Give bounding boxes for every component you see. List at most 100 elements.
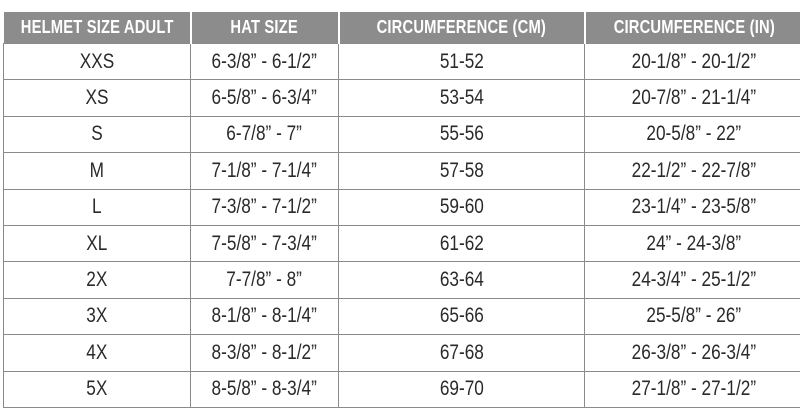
cell-text: 7-5/8” - 7-3/4” [212, 232, 317, 256]
table-row: 4X 8-3/8” - 8-1/2” 67-68 26-3/8” - 26-3/4” [4, 335, 800, 371]
cell-text: S [91, 122, 102, 146]
cell-text: 27-1/8” - 27-1/2” [632, 377, 756, 401]
hat-size-cell: 7-1/8” - 7-1/4” [191, 153, 339, 189]
circumference-in-cell: 27-1/8” - 27-1/2” [585, 371, 800, 407]
cell-text: 5X [86, 377, 107, 401]
hat-size-cell: 8-5/8” - 8-3/4” [191, 371, 339, 407]
circumference-cm-cell: 55-56 [339, 116, 585, 152]
hat-size-cell: 6-5/8” - 6-3/4” [191, 80, 339, 116]
hat-size-cell: 8-1/8” - 8-1/4” [191, 298, 339, 334]
circumference-in-cell: 22-1/2” - 22-7/8” [585, 153, 800, 189]
hat-size-cell: 6-3/8” - 6-1/2” [191, 44, 339, 80]
circumference-cm-cell: 51-52 [339, 44, 585, 80]
header-circumference-cm: CIRCUMFERENCE (CM) [339, 12, 585, 44]
header-label: CIRCUMFERENCE (IN) [613, 17, 774, 38]
header-row: HELMET SIZE ADULT HAT SIZE CIRCUMFERENCE… [4, 12, 800, 44]
cell-text: 69-70 [439, 377, 483, 401]
hat-size-cell: 6-7/8” - 7” [191, 116, 339, 152]
cell-text: 6-3/8” - 6-1/2” [212, 50, 317, 74]
cell-text: 20-5/8” - 22” [647, 122, 742, 146]
cell-text: 8-1/8” - 8-1/4” [212, 304, 317, 328]
hat-size-cell: 7-5/8” - 7-3/4” [191, 225, 339, 261]
hat-size-cell: 7-7/8” - 8” [191, 262, 339, 298]
cell-text: M [90, 159, 104, 183]
header-helmet-size: HELMET SIZE ADULT [4, 12, 191, 44]
cell-text: 24” - 24-3/8” [647, 232, 742, 256]
cell-text: 55-56 [439, 122, 483, 146]
helmet-size-cell: M [4, 153, 191, 189]
circumference-in-cell: 24” - 24-3/8” [585, 225, 800, 261]
cell-text: 57-58 [439, 159, 483, 183]
circumference-in-cell: 20-5/8” - 22” [585, 116, 800, 152]
header-label: HAT SIZE [231, 17, 298, 38]
cell-text: 8-3/8” - 8-1/2” [212, 341, 317, 365]
cell-text: 20-1/8” - 20-1/2” [632, 50, 756, 74]
circumference-cm-cell: 69-70 [339, 371, 585, 407]
cell-text: 20-7/8” - 21-1/4” [632, 86, 756, 110]
table-row: 5X 8-5/8” - 8-3/4” 69-70 27-1/8” - 27-1/2” [4, 371, 800, 407]
circumference-cm-cell: 67-68 [339, 335, 585, 371]
helmet-size-cell: 5X [4, 371, 191, 407]
circumference-cm-cell: 63-64 [339, 262, 585, 298]
table-row: L 7-3/8” - 7-1/2” 59-60 23-1/4” - 23-5/8” [4, 189, 800, 225]
cell-text: 24-3/4” - 25-1/2” [632, 268, 756, 292]
cell-text: 51-52 [439, 50, 483, 74]
cell-text: 22-1/2” - 22-7/8” [632, 159, 756, 183]
helmet-size-cell: L [4, 189, 191, 225]
cell-text: 25-5/8” - 26” [647, 304, 742, 328]
cell-text: XS [86, 86, 109, 110]
circumference-in-cell: 20-1/8” - 20-1/2” [585, 44, 800, 80]
table-row: XXS 6-3/8” - 6-1/2” 51-52 20-1/8” - 20-1/2” [4, 44, 800, 80]
hat-size-cell: 7-3/8” - 7-1/2” [191, 189, 339, 225]
cell-text: 6-7/8” - 7” [227, 122, 303, 146]
helmet-size-cell: 3X [4, 298, 191, 334]
circumference-in-cell: 20-7/8” - 21-1/4” [585, 80, 800, 116]
cell-text: XL [86, 232, 107, 256]
cell-text: 65-66 [439, 304, 483, 328]
cell-text: 53-54 [439, 86, 483, 110]
cell-text: 67-68 [439, 341, 483, 365]
helmet-size-cell: S [4, 116, 191, 152]
cell-text: 59-60 [439, 195, 483, 219]
cell-text: 3X [86, 304, 107, 328]
circumference-cm-cell: 65-66 [339, 298, 585, 334]
table-row: XS 6-5/8” - 6-3/4” 53-54 20-7/8” - 21-1/4” [4, 80, 800, 116]
table-row: XL 7-5/8” - 7-3/4” 61-62 24” - 24-3/8” [4, 225, 800, 261]
hat-size-cell: 8-3/8” - 8-1/2” [191, 335, 339, 371]
table-row: 3X 8-1/8” - 8-1/4” 65-66 25-5/8” - 26” [4, 298, 800, 334]
helmet-size-cell: 4X [4, 335, 191, 371]
table-row: 2X 7-7/8” - 8” 63-64 24-3/4” - 25-1/2” [4, 262, 800, 298]
helmet-size-cell: XS [4, 80, 191, 116]
table-row: S 6-7/8” - 7” 55-56 20-5/8” - 22” [4, 116, 800, 152]
helmet-size-chart: HELMET SIZE ADULT HAT SIZE CIRCUMFERENCE… [3, 12, 800, 408]
helmet-size-cell: 2X [4, 262, 191, 298]
helmet-size-cell: XL [4, 225, 191, 261]
circumference-cm-cell: 61-62 [339, 225, 585, 261]
cell-text: 63-64 [439, 268, 483, 292]
cell-text: 7-3/8” - 7-1/2” [212, 195, 317, 219]
cell-text: 7-1/8” - 7-1/4” [212, 159, 317, 183]
cell-text: L [92, 195, 102, 219]
cell-text: 8-5/8” - 8-3/4” [212, 377, 317, 401]
cell-text: XXS [80, 50, 114, 74]
header-circumference-in: CIRCUMFERENCE (IN) [585, 12, 800, 44]
cell-text: 61-62 [439, 232, 483, 256]
cell-text: 23-1/4” - 23-5/8” [632, 195, 756, 219]
circumference-in-cell: 23-1/4” - 23-5/8” [585, 189, 800, 225]
table-row: M 7-1/8” - 7-1/4” 57-58 22-1/2” - 22-7/8” [4, 153, 800, 189]
table-body: XXS 6-3/8” - 6-1/2” 51-52 20-1/8” - 20-1/2”… [4, 44, 800, 408]
header-label: CIRCUMFERENCE (CM) [377, 17, 546, 38]
circumference-in-cell: 25-5/8” - 26” [585, 298, 800, 334]
cell-text: 7-7/8” - 8” [227, 268, 303, 292]
circumference-in-cell: 24-3/4” - 25-1/2” [585, 262, 800, 298]
cell-text: 2X [86, 268, 107, 292]
circumference-cm-cell: 53-54 [339, 80, 585, 116]
cell-text: 6-5/8” - 6-3/4” [212, 86, 317, 110]
circumference-cm-cell: 57-58 [339, 153, 585, 189]
header-hat-size: HAT SIZE [191, 12, 339, 44]
header-label: HELMET SIZE ADULT [20, 17, 173, 38]
cell-text: 4X [86, 341, 107, 365]
helmet-size-cell: XXS [4, 44, 191, 80]
circumference-in-cell: 26-3/8” - 26-3/4” [585, 335, 800, 371]
cell-text: 26-3/8” - 26-3/4” [632, 341, 756, 365]
